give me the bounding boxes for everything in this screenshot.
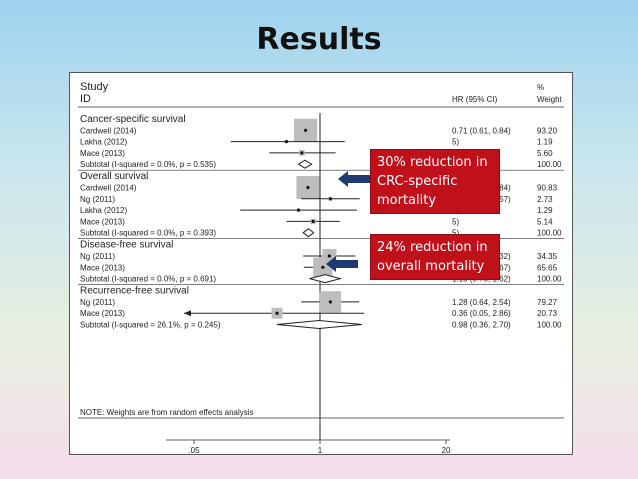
study-weight: 20.73 — [537, 309, 558, 318]
subtotal-label: Subtotal (I-squared = 0.0%, p = 0.691) — [80, 275, 216, 284]
subtotal-weight: 100.00 — [537, 160, 562, 169]
point-estimate — [327, 254, 331, 258]
study-weight: 93.20 — [537, 126, 558, 135]
subtotal-label: Subtotal (I-squared = 26.1%, p = 0.245) — [80, 321, 221, 330]
study-weight: 5.14 — [537, 217, 553, 226]
arrow-left-icon — [326, 256, 358, 272]
study-hr-ci: 0.71 (0.61, 0.84) — [452, 126, 511, 135]
subtotal-weight: 100.00 — [537, 321, 562, 330]
study-weight: 79.27 — [537, 298, 558, 307]
study-id: Ng (2011) — [80, 298, 115, 307]
point-estimate — [303, 128, 308, 132]
footnote: NOTE: Weights are from random effects an… — [80, 408, 254, 417]
subtotal-weight: 100.00 — [537, 275, 562, 284]
subtotal-label: Subtotal (I-squared = 0.0%, p = 0.393) — [80, 229, 216, 238]
study-id: Mace (2013) — [80, 309, 125, 318]
study-id: Mace (2013) — [80, 149, 125, 158]
study-hr-ci: 0.36 (0.05, 2.86) — [452, 309, 511, 318]
callout-crc-mortality: 30% reduction in CRC-specific mortality — [370, 149, 500, 214]
study-hr-ci: 5) — [452, 138, 459, 147]
study-id: Cardwell (2014) — [80, 184, 137, 193]
point-estimate — [311, 219, 315, 223]
subtotal-label: Subtotal (I-squared = 0.0%, p = 0.535) — [80, 160, 216, 169]
subtotal-diamond — [276, 319, 362, 330]
group-title: Disease-free survival — [80, 240, 173, 251]
point-estimate — [296, 208, 301, 212]
study-weight: 34.35 — [537, 252, 558, 261]
study-id: Mace (2013) — [80, 217, 125, 226]
callout-overall-mortality: 24% reduction in overall mortality — [370, 234, 500, 280]
subtotal-diamond — [309, 274, 343, 284]
study-hr-ci: 1.28 (0.64, 2.54) — [452, 298, 511, 307]
study-id: Mace (2013) — [80, 263, 125, 272]
study-weight: 90.83 — [537, 184, 558, 193]
study-id: Lakha (2012) — [80, 206, 127, 215]
point-estimate — [284, 140, 289, 144]
callout-arrow-2 — [326, 256, 358, 272]
study-weight: 5.60 — [537, 149, 553, 158]
x-tick-label: 1 — [318, 446, 323, 454]
ci-arrow — [184, 310, 191, 317]
x-tick-label: .05 — [188, 446, 200, 454]
slide-title: Results — [256, 22, 382, 57]
study-weight: 65.65 — [537, 263, 558, 272]
subtotal-weight: 100.00 — [537, 229, 562, 238]
subtotal-hr-ci: 0.98 (0.36, 2.70) — [452, 321, 511, 330]
callout-arrow-1 — [338, 171, 370, 187]
point-estimate — [328, 197, 332, 201]
x-tick-label: 20 — [442, 446, 451, 454]
point-estimate — [306, 185, 310, 190]
point-estimate — [321, 265, 325, 269]
header-study: Study — [80, 81, 109, 93]
header-id: ID — [80, 93, 91, 105]
point-estimate — [300, 151, 304, 155]
subtotal-diamond — [302, 228, 315, 238]
subtotal-hr-ci: 5) — [452, 229, 459, 238]
header-weight: Weight — [537, 95, 563, 104]
group-title: Overall survival — [80, 171, 148, 182]
group-title: Cancer-specific survival — [80, 114, 186, 125]
point-estimate — [328, 300, 332, 304]
study-id: Cardwell (2014) — [80, 126, 137, 135]
header-hr: HR (95% CI) — [452, 95, 498, 104]
study-id: Ng (2011) — [80, 252, 115, 261]
point-estimate — [275, 311, 279, 315]
group-title: Recurrence-free survival — [80, 286, 189, 297]
study-weight: 2.73 — [537, 195, 553, 204]
subtotal-diamond — [297, 159, 313, 169]
header-weight-pct: % — [537, 83, 544, 92]
study-id: Ng (2011) — [80, 195, 115, 204]
study-hr-ci: 5) — [452, 217, 459, 226]
arrow-left-icon — [338, 171, 370, 187]
study-id: Lakha (2012) — [80, 138, 127, 147]
study-weight: 1.29 — [537, 206, 553, 215]
study-weight: 1.19 — [537, 138, 553, 147]
